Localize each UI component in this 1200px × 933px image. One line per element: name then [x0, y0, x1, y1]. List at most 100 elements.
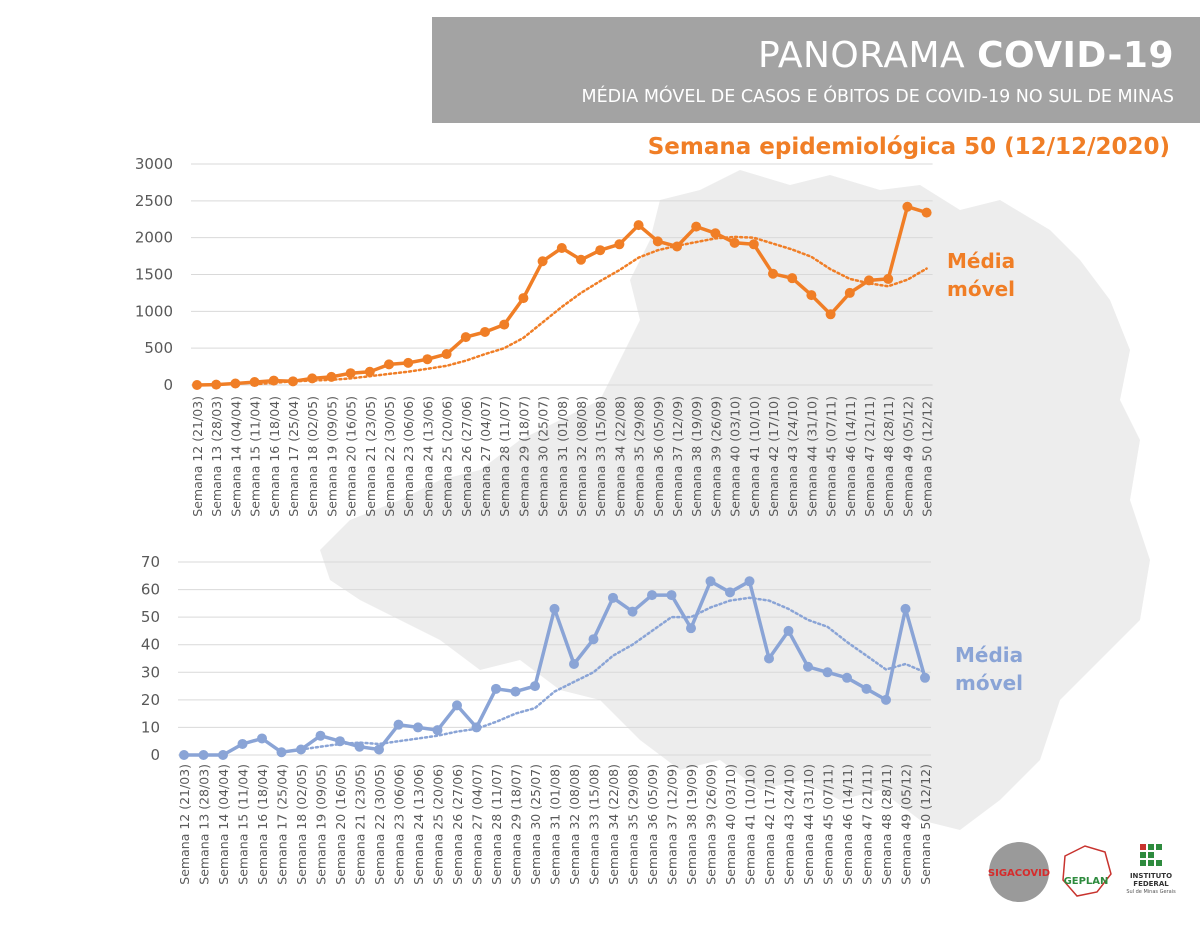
cases-xtick-label: Semana 35 (29/08): [632, 396, 647, 517]
cases-data-point: [441, 349, 452, 360]
cases-ytick-label: 1000: [135, 302, 173, 320]
cases-xtick-label: Semana 14 (04/04): [228, 396, 243, 517]
deaths-xtick-label: Semana 42 (17/10): [762, 764, 777, 885]
cases-data-point: [652, 236, 663, 247]
deaths-xtick-label: Semana 34 (22/08): [606, 764, 621, 885]
deaths-xtick-label: Semana 15 (11/04): [236, 764, 251, 885]
svg-text:FEDERAL: FEDERAL: [1133, 880, 1169, 888]
cases-xtick-label: Semana 27 (04/07): [478, 396, 493, 517]
cases-data-point: [691, 221, 702, 232]
cases-data-point: [864, 275, 874, 286]
geplan-logo: GEPLAN: [1062, 845, 1112, 897]
deaths-data-point: [647, 590, 657, 601]
deaths-xtick-label: Semana 46 (14/11): [840, 764, 855, 885]
cases-data-point: [422, 354, 433, 365]
cases-xtick-label: Semana 16 (18/04): [267, 396, 282, 517]
cases-data-point: [364, 366, 375, 377]
cases-xtick-label: Semana 20 (16/05): [344, 396, 359, 517]
cases-xtick-label: Semana 38 (19/09): [689, 396, 704, 517]
deaths-xtick-label: Semana 39 (26/09): [704, 764, 719, 885]
deaths-ytick-label: 30: [141, 663, 160, 681]
cases-data-point: [595, 245, 606, 256]
cases-xtick-label: Semana 25 (20/06): [440, 396, 455, 517]
cases-data-point: [633, 220, 644, 231]
deaths-ytick-label: 10: [141, 718, 160, 736]
cases-xtick-label: Semana 34 (22/08): [612, 396, 627, 517]
cases-data-point: [384, 359, 394, 370]
cases-xtick-label: Semana 43 (24/10): [785, 396, 800, 517]
cases-data-point: [230, 378, 241, 389]
deaths-xtick-label: Semana 40 (03/10): [723, 764, 738, 885]
cases-xtick-label: Semana 45 (07/11): [824, 396, 839, 517]
cases-xtick-label: Semana 23 (06/06): [401, 396, 416, 517]
cases-xtick-label: Semana 32 (08/08): [574, 396, 589, 517]
cases-data-point: [768, 268, 778, 279]
cases-xtick-label: Semana 48 (28/11): [881, 396, 896, 517]
cases-xtick-label: Semana 28 (11/07): [497, 396, 512, 517]
cases-xtick-label: Semana 29 (18/07): [516, 396, 531, 517]
cases-xtick-label: Semana 30 (25/07): [536, 396, 551, 517]
deaths-xtick-label: Semana 45 (07/11): [821, 764, 836, 885]
deaths-data-point: [920, 672, 930, 683]
cases-data-point: [326, 371, 337, 382]
cases-xtick-label: Semana 31 (01/08): [555, 396, 570, 517]
cases-data-point: [211, 379, 222, 390]
cases-xtick-label: Semana 21 (23/05): [363, 396, 378, 517]
cases-data-point: [806, 290, 817, 301]
deaths-data-point: [393, 719, 404, 730]
cases-data-point: [480, 326, 490, 337]
deaths-data-point: [413, 722, 423, 733]
deaths-data-point: [549, 603, 560, 614]
cases-data-point: [518, 293, 529, 304]
deaths-xtick-label: Semana 16 (18/04): [255, 764, 270, 885]
cases-xtick-label: Semana 37 (12/09): [670, 396, 685, 517]
deaths-xtick-label: Semana 12 (21/03): [177, 764, 192, 885]
deaths-xtick-label: Semana 33 (15/08): [587, 764, 602, 885]
deaths-xtick-label: Semana 17 (25/04): [275, 764, 290, 885]
deaths-xtick-label: Semana 31 (01/08): [548, 764, 563, 885]
cases-xtick-label: Semana 46 (14/11): [843, 396, 858, 517]
deaths-data-point: [374, 744, 384, 755]
cases-data-point: [902, 201, 913, 212]
deaths-xtick-label: Semana 23 (06/06): [392, 764, 407, 885]
cases-xtick-label: Semana 19 (09/05): [324, 396, 339, 517]
deaths-data-point: [900, 603, 911, 614]
page-subtitle: MÉDIA MÓVEL DE CASOS E ÓBITOS DE COVID-1…: [581, 87, 1175, 107]
deaths-xtick-label: Semana 18 (02/05): [294, 764, 309, 885]
deaths-xtick-label: Semana 32 (08/08): [567, 764, 582, 885]
deaths-xtick-label: Semana 13 (28/03): [197, 764, 212, 885]
page-title: PANORAMA COVID-19: [757, 35, 1174, 76]
deaths-data-point: [842, 672, 852, 683]
deaths-plot: 0 10 20 30 40 50 60 70 Semana 12 (21/03) Semana 1…: [141, 553, 1023, 885]
cases-xtick-label: Semana 47 (21/11): [862, 396, 877, 517]
cases-ytick-label: 500: [144, 339, 173, 357]
deaths-xtick-label: Semana 14 (04/04): [216, 764, 231, 885]
cases-xtick-label: Semana 15 (11/04): [248, 396, 263, 517]
deaths-data-point: [783, 625, 794, 636]
cases-ytick-label: 2500: [135, 192, 173, 210]
deaths-data-point: [510, 686, 521, 697]
cases-data-point: [499, 319, 510, 330]
cases-data-point: [576, 254, 586, 265]
deaths-ytick-label: 50: [141, 608, 160, 626]
cases-xtick-label: Semana 41 (10/10): [747, 396, 762, 517]
svg-text:SIGACOVID: SIGACOVID: [988, 868, 1050, 879]
deaths-xtick-label: Semana 28 (11/07): [489, 764, 504, 885]
cases-data-point: [288, 376, 298, 387]
cases-data-point: [249, 377, 260, 388]
deaths-xtick-label: Semana 35 (29/08): [626, 764, 641, 885]
deaths-xtick-label: Semana 27 (04/07): [470, 764, 485, 885]
deaths-data-point: [218, 750, 228, 760]
deaths-data-point: [530, 681, 540, 692]
deaths-data-point: [725, 587, 735, 598]
deaths-data-point: [276, 747, 287, 758]
cases-data-point: [921, 207, 932, 218]
deaths-xtick-label: Semana 30 (25/07): [528, 764, 543, 885]
cases-data-point: [460, 332, 471, 343]
cases-xtick-label: Semana 22 (30/05): [382, 396, 397, 517]
cases-data-point: [748, 239, 759, 250]
deaths-ytick-label: 70: [141, 553, 160, 571]
cases-data-point: [307, 373, 318, 384]
deaths-data-point: [237, 738, 248, 749]
